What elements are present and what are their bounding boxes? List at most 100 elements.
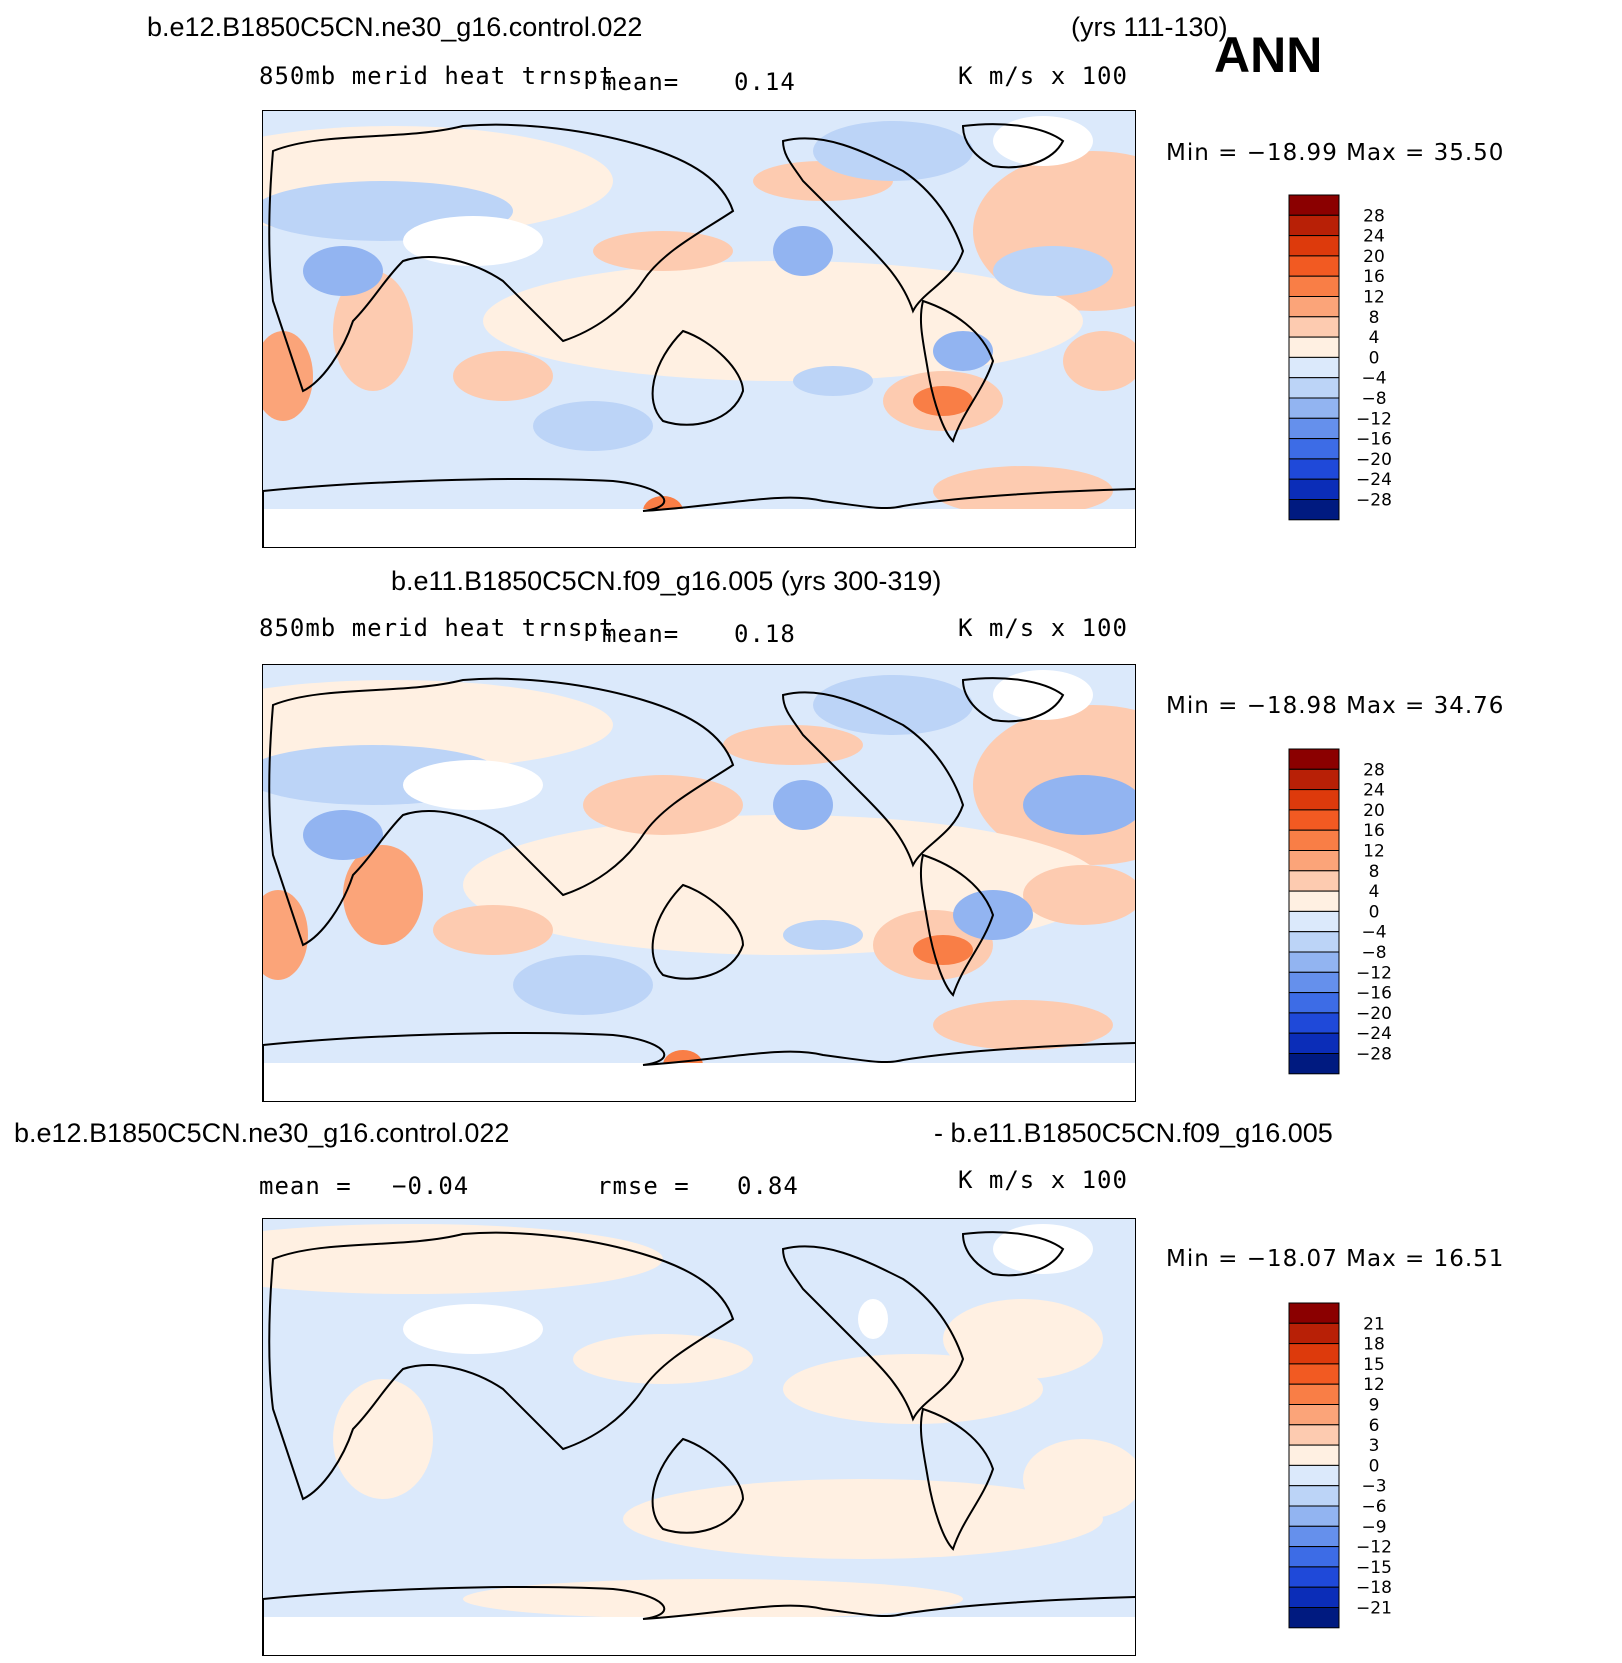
colorbar-swatch (1288, 499, 1340, 521)
colorbar-tick-label: −18 (1356, 1578, 1392, 1598)
map-panel-2 (262, 664, 1136, 1102)
colorbar-swatch (1288, 768, 1340, 791)
colorbar-swatch (1288, 748, 1340, 770)
colorbar-swatch (1288, 1424, 1340, 1446)
diff-right-title: - b.e11.B1850C5CN.f09_g16.005 (934, 1118, 1333, 1148)
colorbar-swatch (1288, 1053, 1340, 1075)
colorbar-tick-label: 0 (1369, 1456, 1380, 1476)
colorbar-tick-label: −24 (1356, 1024, 1392, 1044)
colorbar-swatch (1288, 478, 1340, 501)
colorbar-tick-label: −8 (1361, 389, 1386, 409)
colorbar-swatch (1288, 1404, 1340, 1426)
colorbar-swatch (1288, 397, 1340, 419)
panel1-mean-value: 0.14 (734, 68, 796, 96)
colorbar-swatch (1288, 910, 1340, 933)
colorbar-swatch (1288, 214, 1340, 237)
colorbar-swatch (1288, 789, 1340, 811)
panel3-units: K m/s x 100 (958, 1166, 1128, 1194)
colorbar-tick-label: −3 (1361, 1477, 1386, 1497)
panel1-minmax: Min = −18.99 Max = 35.50 (1166, 140, 1505, 166)
colorbar-tick-label: −15 (1356, 1558, 1392, 1578)
panel3-mean-label: mean = (259, 1172, 352, 1200)
colorbar-3: 21 18 15 12 9 6 3 0 −3 −6 −9 −12 −15 −18 −21 (1288, 1302, 1392, 1650)
colorbar-swatch (1288, 850, 1340, 872)
colorbar-swatch (1288, 377, 1340, 399)
colorbar-tick-label: 6 (1369, 1416, 1380, 1436)
colorbar-tick-label: −12 (1356, 963, 1392, 983)
colorbar-tick-label: −9 (1361, 1517, 1386, 1537)
colorbar-2: 28 24 20 16 12 8 4 0 −4 −8 −12 −16 −20 −24 −28 (1288, 748, 1392, 1096)
colorbar-tick-label: 28 (1363, 206, 1385, 226)
colorbar-swatch (1288, 417, 1340, 440)
colorbar-tick-label: −28 (1356, 491, 1392, 511)
colorbar-swatch (1288, 931, 1340, 953)
colorbar-tick-label: −12 (1356, 409, 1392, 429)
colorbar-tick-label: 28 (1363, 760, 1385, 780)
diff-left-title: b.e12.B1850C5CN.ne30_g16.control.022 (14, 1118, 510, 1148)
colorbar-tick-label: −16 (1356, 430, 1392, 450)
colorbar-tick-label: 12 (1363, 842, 1385, 862)
colorbar-swatch (1288, 1464, 1340, 1487)
panel3-rmse-label: rmse = (597, 1172, 690, 1200)
colorbar-tick-label: 4 (1369, 882, 1380, 902)
colorbar-swatch (1288, 255, 1340, 277)
panel3-rmse-value: 0.84 (737, 1172, 799, 1200)
colorbar-tick-label: −20 (1356, 450, 1392, 470)
colorbar-tick-label: −12 (1356, 1538, 1392, 1558)
colorbar-tick-label: −21 (1356, 1599, 1392, 1619)
panel2-mean-value: 0.18 (734, 620, 796, 648)
panel1-units: K m/s x 100 (958, 62, 1128, 90)
colorbar-tick-label: −6 (1361, 1497, 1386, 1517)
colorbar-tick-label: 0 (1369, 348, 1380, 368)
colorbar-swatch (1288, 1607, 1340, 1629)
panel3-mean-value: −0.04 (392, 1172, 470, 1200)
colorbar-tick-label: −24 (1356, 470, 1392, 490)
panel3-minmax: Min = −18.07 Max = 16.51 (1166, 1246, 1505, 1272)
colorbar-tick-label: 12 (1363, 1375, 1385, 1395)
colorbar-swatch (1288, 951, 1340, 973)
map-field-1 (263, 111, 1135, 547)
colorbar-swatch (1288, 438, 1340, 460)
map-field-3 (263, 1219, 1135, 1655)
colorbar-swatch (1288, 1322, 1340, 1345)
colorbar-swatch (1288, 296, 1340, 318)
map-field-2 (263, 665, 1135, 1101)
colorbar-swatch (1288, 1485, 1340, 1507)
map-panel-1 (262, 110, 1136, 548)
colorbar-tick-label: 8 (1369, 308, 1380, 328)
colorbar-tick-label: −20 (1356, 1004, 1392, 1024)
colorbar-tick-label: 16 (1363, 821, 1385, 841)
map-panel-3 (262, 1218, 1136, 1656)
colorbar-swatch (1288, 336, 1340, 358)
case2-title: b.e11.B1850C5CN.f09_g16.005 (yrs 300-319… (391, 566, 942, 596)
colorbar-swatch (1288, 1525, 1340, 1548)
panel1-mean-label: mean= (602, 68, 680, 96)
colorbar-swatch (1288, 1343, 1340, 1365)
season-label: ANN (1214, 27, 1323, 83)
colorbar-tick-label: 24 (1363, 227, 1385, 247)
colorbar-tick-label: −4 (1361, 369, 1386, 389)
colorbar-swatch (1288, 1505, 1340, 1527)
colorbar-tick-label: −4 (1361, 923, 1386, 943)
colorbar-swatch (1288, 971, 1340, 994)
colorbar-swatch (1288, 1546, 1340, 1568)
colorbar-swatch (1288, 1032, 1340, 1055)
colorbar-tick-label: 20 (1363, 801, 1385, 821)
panel2-units: K m/s x 100 (958, 614, 1128, 642)
colorbar-tick-label: −28 (1356, 1045, 1392, 1065)
colorbar-swatch (1288, 316, 1340, 338)
colorbar-tick-label: 9 (1369, 1396, 1380, 1416)
colorbar-swatch (1288, 1012, 1340, 1034)
colorbar-swatch (1288, 992, 1340, 1014)
colorbar-swatch (1288, 275, 1340, 297)
colorbar-swatch (1288, 194, 1340, 216)
colorbar-tick-label: 8 (1369, 862, 1380, 882)
colorbar-swatch (1288, 235, 1340, 257)
colorbar-swatch (1288, 1444, 1340, 1466)
years-label: (yrs 111-130) (1071, 12, 1228, 42)
colorbar-tick-label: 21 (1363, 1314, 1385, 1334)
colorbar-tick-label: −8 (1361, 943, 1386, 963)
colorbar-swatch (1288, 870, 1340, 892)
colorbar-swatch (1288, 829, 1340, 851)
colorbar-tick-label: 20 (1363, 247, 1385, 267)
